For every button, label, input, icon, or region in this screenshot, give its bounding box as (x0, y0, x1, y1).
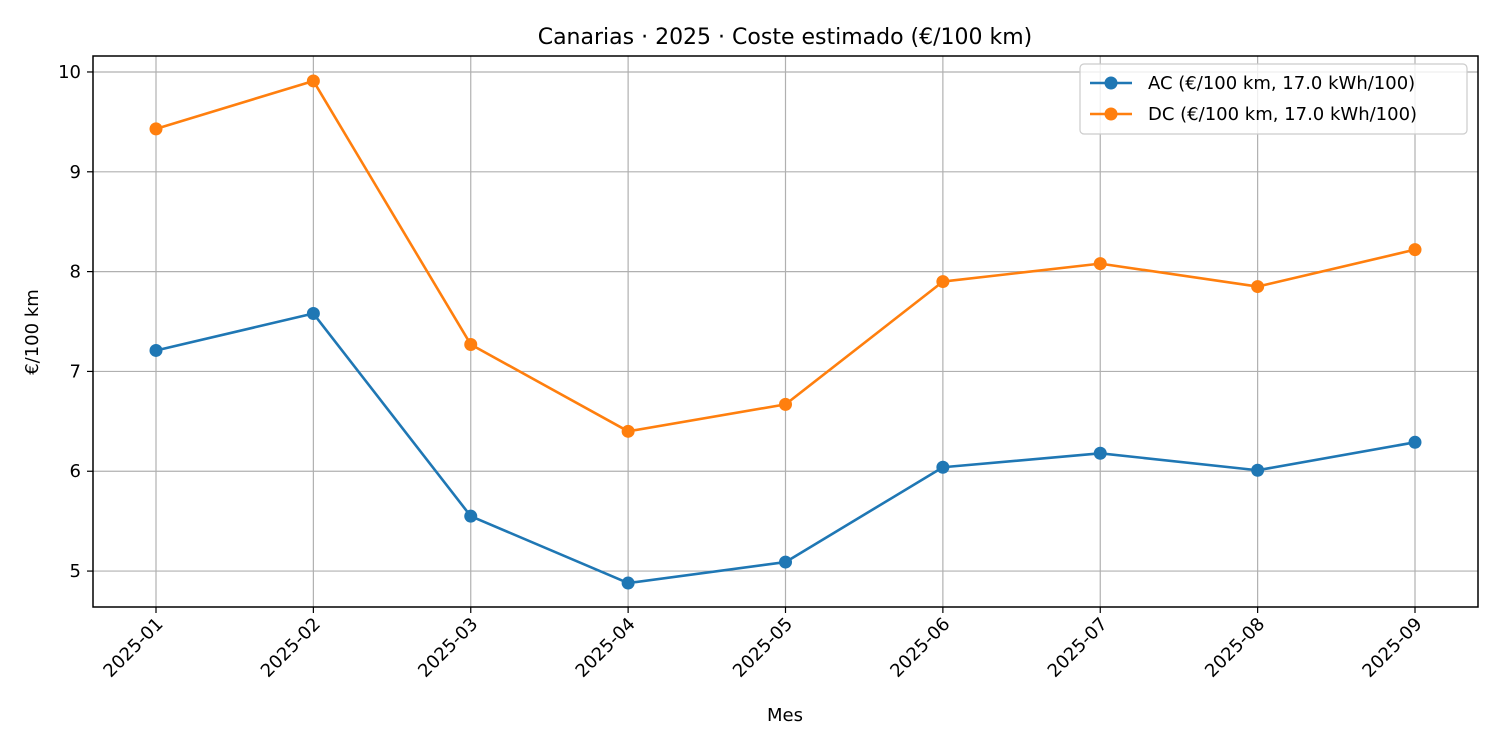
y-tick-label: 5 (70, 561, 81, 582)
y-tick-label: 7 (70, 361, 81, 382)
x-tick-label: 2025-01 (99, 614, 167, 682)
legend-marker (1104, 107, 1118, 121)
data-point (1408, 243, 1422, 257)
data-point (779, 555, 792, 569)
x-tick-label: 2025-05 (729, 614, 797, 682)
data-point (306, 307, 320, 321)
data-point (1251, 463, 1265, 477)
y-tick-label: 10 (58, 62, 81, 83)
legend-entry: DC (€/100 km, 17.0 kWh/100) (1090, 104, 1417, 125)
x-tick-label: 2025-02 (257, 614, 325, 682)
x-tick-label: 2025-06 (886, 614, 954, 682)
y-tick-label: 8 (70, 262, 81, 283)
grid (93, 56, 1478, 607)
x-tick-label: 2025-03 (414, 614, 482, 682)
data-point (1093, 446, 1107, 460)
legend: AC (€/100 km, 17.0 kWh/100) DC (€/100 km,… (1079, 63, 1468, 135)
legend-marker (1104, 76, 1118, 90)
data-point (1093, 257, 1107, 271)
x-axis-label: Mes (767, 705, 803, 726)
x-tick-label: 2025-04 (572, 614, 640, 682)
legend-entry: AC (€/100 km, 17.0 kWh/100) (1090, 73, 1415, 94)
data-point (464, 509, 478, 523)
x-tick-label: 2025-08 (1201, 614, 1269, 682)
data-point (464, 337, 478, 351)
series-dc (149, 74, 1422, 438)
data-point (149, 343, 163, 357)
data-point (936, 460, 950, 474)
y-tick-label: 9 (70, 162, 81, 183)
data-point (621, 424, 635, 438)
data-point (779, 397, 792, 411)
data-point (1408, 435, 1422, 449)
y-tick-label: 6 (70, 461, 81, 482)
x-tick-label: 2025-07 (1044, 614, 1112, 682)
legend-label: DC (€/100 km, 17.0 kWh/100) (1148, 104, 1417, 125)
data-point (936, 275, 950, 289)
chart-title: Canarias · 2025 · Coste estimado (€/100 … (538, 25, 1033, 50)
data-point (621, 576, 635, 590)
series-layer (149, 74, 1422, 590)
legend-label: AC (€/100 km, 17.0 kWh/100) (1148, 73, 1415, 94)
series-ac (149, 307, 1422, 590)
legend-box (1079, 63, 1468, 135)
data-point (1251, 280, 1265, 294)
data-point (306, 74, 320, 88)
y-axis-label: €/100 km (22, 289, 43, 375)
x-tick-label: 2025-09 (1358, 614, 1426, 682)
data-point (149, 122, 163, 136)
